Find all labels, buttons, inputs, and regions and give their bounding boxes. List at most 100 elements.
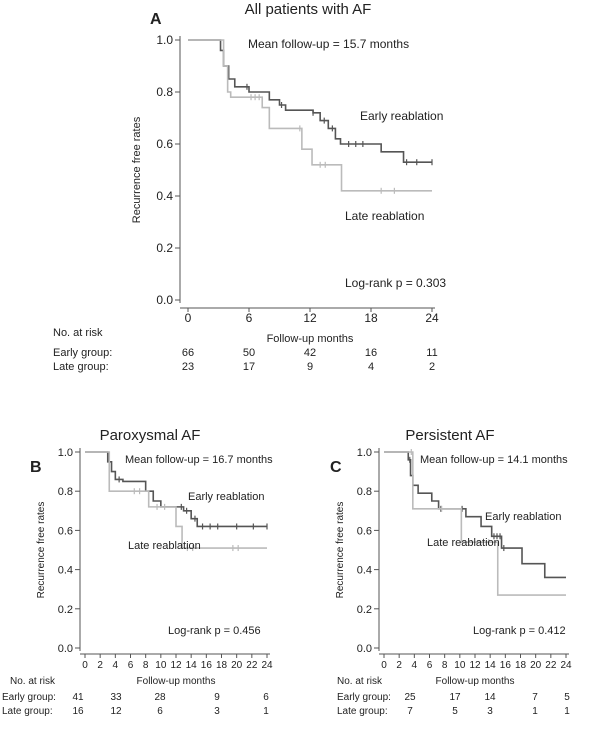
x-tick-label: 12 (469, 660, 481, 671)
risk-count: 5 (452, 706, 458, 717)
risk-count: 17 (449, 692, 461, 703)
risk-group-label: Late group: (53, 361, 109, 373)
risk-count: 16 (72, 706, 84, 717)
x-tick-label: 14 (186, 660, 198, 671)
x-tick-label: 16 (500, 660, 512, 671)
x-tick-label: 24 (560, 660, 572, 671)
risk-header: No. at risk (337, 676, 383, 687)
risk-count: 3 (487, 706, 493, 717)
x-axis-label: Follow-up months (137, 676, 216, 687)
y-tick-label: 0.6 (58, 525, 73, 537)
risk-count: 28 (154, 692, 166, 703)
risk-count: 42 (304, 347, 316, 359)
y-tick-label: 0.0 (357, 643, 372, 655)
risk-count: 9 (307, 361, 313, 373)
y-tick-label: 0.2 (357, 604, 372, 616)
y-tick-label: 1.0 (357, 447, 372, 459)
risk-count: 11 (426, 347, 437, 359)
risk-count: 16 (365, 347, 377, 359)
y-tick-label: 0.0 (58, 643, 73, 655)
panel-a: All patients with AF 0.0 0.2 0.4 0.6 0.8 1.0 0 6… (53, 1, 446, 373)
risk-count: 23 (182, 361, 194, 373)
risk-count: 66 (182, 347, 194, 359)
y-tick-label: 0.6 (156, 137, 173, 151)
risk-header: No. at risk (53, 327, 103, 339)
panel-title: Persistent AF (405, 427, 494, 444)
late-reablation-curve (384, 451, 566, 596)
risk-count: 14 (484, 692, 496, 703)
x-tick-label: 22 (246, 660, 258, 671)
risk-group-label: Early group: (53, 347, 112, 359)
risk-count: 5 (564, 692, 570, 703)
late-reablation-curve (188, 39, 432, 192)
risk-count: 1 (564, 706, 570, 717)
risk-count: 6 (157, 706, 163, 717)
y-tick-label: 0.4 (156, 189, 173, 203)
y-tick-label: 0.8 (156, 85, 173, 99)
x-tick-label: 24 (261, 660, 273, 671)
panel-b: Paroxysmal AF0.00.20.40.60.81.00 2 4 6 8 10 12… (2, 427, 273, 717)
y-tick-label: 0.8 (58, 486, 73, 498)
risk-group-label: Early group: (337, 692, 391, 703)
risk-count: 12 (110, 706, 122, 717)
x-tick-label: 24 (425, 311, 439, 325)
risk-header: No. at risk (10, 676, 56, 687)
panel-letter-a: A (150, 11, 162, 28)
logrank-p-label: Log-rank p = 0.456 (168, 625, 261, 637)
risk-count: 1 (532, 706, 538, 717)
y-tick-label: 0.2 (58, 604, 73, 616)
x-tick-label: 0 (185, 311, 192, 325)
risk-count: 3 (214, 706, 220, 717)
x-tick-label: 2 (396, 660, 402, 671)
logrank-p-label: Log-rank p = 0.412 (473, 625, 566, 637)
risk-count: 1 (263, 706, 269, 717)
x-tick-label: 18 (216, 660, 228, 671)
x-tick-label: 6 (246, 311, 253, 325)
x-tick-label: 8 (143, 660, 149, 671)
x-tick-label: 10 (155, 660, 167, 671)
x-tick-label: 22 (545, 660, 557, 671)
y-tick-label: 0.2 (156, 241, 173, 255)
late-reablation-label: Late reablation (128, 540, 201, 552)
y-tick-label: 0.0 (156, 293, 173, 307)
risk-count: 7 (532, 692, 538, 703)
x-tick-label: 10 (454, 660, 466, 671)
panel-c: Persistent AF0.00.20.40.60.81.00 2 4 6 8 10 12… (335, 427, 572, 717)
mean-followup-label: Mean follow-up = 15.7 months (248, 37, 409, 51)
late-reablation-label: Late reablation (345, 209, 424, 223)
x-axis-label: Follow-up months (267, 333, 354, 345)
y-axis-label: Recurrence free rates (36, 502, 47, 599)
x-tick-label: 0 (381, 660, 387, 671)
risk-count: 17 (243, 361, 255, 373)
risk-count: 9 (214, 692, 220, 703)
y-tick-label: 0.4 (58, 565, 73, 577)
x-tick-label: 20 (231, 660, 243, 671)
x-tick-label: 8 (442, 660, 448, 671)
y-axis-label: Recurrence free rates (131, 116, 143, 223)
late-reablation-label: Late reablation (427, 537, 500, 549)
x-tick-label: 6 (128, 660, 134, 671)
y-tick-label: 1.0 (156, 33, 173, 47)
x-tick-label: 16 (201, 660, 213, 671)
panel-letter-c: C (330, 459, 342, 476)
risk-count: 4 (368, 361, 374, 373)
early-reablation-label: Early reablation (360, 109, 443, 123)
x-tick-label: 6 (427, 660, 433, 671)
logrank-p-label: Log-rank p = 0.303 (345, 276, 446, 290)
x-tick-label: 0 (82, 660, 88, 671)
x-axis-label: Follow-up months (436, 676, 515, 687)
x-tick-label: 20 (530, 660, 542, 671)
y-tick-label: 0.4 (357, 565, 372, 577)
risk-count: 7 (407, 706, 413, 717)
risk-count: 41 (72, 692, 84, 703)
risk-group-label: Late group: (337, 706, 388, 717)
panel-title: Paroxysmal AF (100, 427, 201, 444)
x-tick-label: 12 (303, 311, 317, 325)
y-tick-label: 0.6 (357, 525, 372, 537)
x-tick-label: 4 (412, 660, 418, 671)
risk-group-label: Early group: (2, 692, 56, 703)
risk-count: 6 (263, 692, 269, 703)
y-tick-label: 0.8 (357, 486, 372, 498)
mean-followup-label: Mean follow-up = 14.1 months (420, 454, 568, 466)
